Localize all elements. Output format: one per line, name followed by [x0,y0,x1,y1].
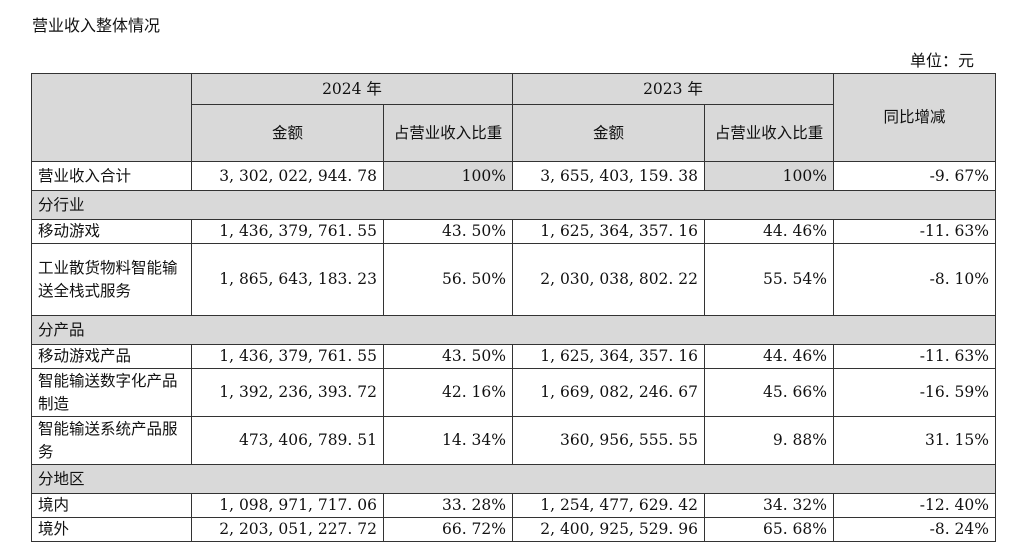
revenue-table: 2024 年 2023 年 同比增减 金额 占营业收入比重 金额 占营业收入比重… [31,73,996,542]
amount-2024: 1, 392, 236, 393. 72 [191,368,384,417]
table-row: 工业散货物料智能输送全栈式服务 1, 865, 643, 183. 23 56.… [31,243,996,316]
section-title-industry: 分行业 [31,190,996,220]
yoy-change: -16. 59% [833,368,996,417]
table-row: 移动游戏 1, 436, 379, 761. 55 43. 50% 1, 625… [31,219,996,244]
unit-label: 单位：元 [909,51,974,70]
total-amount-2023: 3, 655, 403, 159. 38 [512,161,705,191]
header-amount-2023: 金额 [512,104,705,162]
share-2024: 43. 50% [383,344,513,369]
amount-2023: 2, 400, 925, 529. 96 [512,517,705,542]
yoy-change: 31. 15% [833,416,996,465]
share-2023: 9. 88% [704,416,834,465]
row-label: 移动游戏产品 [31,344,192,369]
row-label: 智能输送系统产品服务 [31,416,192,465]
row-label: 移动游戏 [31,219,192,244]
section-title-region: 分地区 [31,464,996,494]
total-amount-2024: 3, 302, 022, 944. 78 [191,161,384,191]
yoy-change: -11. 63% [833,219,996,244]
amount-2023: 1, 625, 364, 357. 16 [512,344,705,369]
header-amount-2024: 金额 [191,104,384,162]
total-share-2024: 100% [383,161,513,191]
total-share-2023: 100% [704,161,834,191]
amount-2023: 1, 254, 477, 629. 42 [512,493,705,518]
amount-2023: 1, 625, 364, 357. 16 [512,219,705,244]
share-2024: 42. 16% [383,368,513,417]
share-2024: 56. 50% [383,243,513,316]
amount-2024: 1, 436, 379, 761. 55 [191,219,384,244]
table-row: 智能输送系统产品服务 473, 406, 789. 51 14. 34% 360… [31,416,996,465]
total-label: 营业收入合计 [31,161,192,191]
header-blank-cell [31,73,192,162]
table-row: 境外 2, 203, 051, 227. 72 66. 72% 2, 400, … [31,517,996,542]
share-2023: 65. 68% [704,517,834,542]
section-header-row: 分行业 [31,190,996,220]
yoy-change: -8. 10% [833,243,996,316]
header-share-2024: 占营业收入比重 [383,104,513,162]
yoy-change: -11. 63% [833,344,996,369]
header-share-2023: 占营业收入比重 [704,104,834,162]
table-row: 移动游戏产品 1, 436, 379, 761. 55 43. 50% 1, 6… [31,344,996,369]
share-2023: 44. 46% [704,344,834,369]
share-2024: 66. 72% [383,517,513,542]
amount-2024: 1, 865, 643, 183. 23 [191,243,384,316]
section-header-row: 分地区 [31,464,996,494]
section-header-row: 分产品 [31,315,996,345]
amount-2023: 360, 956, 555. 55 [512,416,705,465]
amount-2024: 1, 436, 379, 761. 55 [191,344,384,369]
share-2023: 44. 46% [704,219,834,244]
table-row: 境内 1, 098, 971, 717. 06 33. 28% 1, 254, … [31,493,996,518]
header-yoy: 同比增减 [833,73,996,162]
yoy-change: -8. 24% [833,517,996,542]
row-label: 智能输送数字化产品制造 [31,368,192,417]
section-title-product: 分产品 [31,315,996,345]
share-2023: 45. 66% [704,368,834,417]
row-label: 境外 [31,517,192,542]
row-label: 工业散货物料智能输送全栈式服务 [31,243,192,316]
header-year-2024: 2024 年 [191,73,513,105]
share-2024: 43. 50% [383,219,513,244]
share-2023: 34. 32% [704,493,834,518]
total-yoy: -9. 67% [833,161,996,191]
amount-2024: 1, 098, 971, 717. 06 [191,493,384,518]
share-2024: 33. 28% [383,493,513,518]
amount-2024: 2, 203, 051, 227. 72 [191,517,384,542]
header-year-2023: 2023 年 [512,73,834,105]
amount-2023: 1, 669, 082, 246. 67 [512,368,705,417]
amount-2023: 2, 030, 038, 802. 22 [512,243,705,316]
row-label: 境内 [31,493,192,518]
total-row: 营业收入合计 3, 302, 022, 944. 78 100% 3, 655,… [31,161,996,191]
section-title: 营业收入整体情况 [32,16,161,35]
amount-2024: 473, 406, 789. 51 [191,416,384,465]
yoy-change: -12. 40% [833,493,996,518]
share-2023: 55. 54% [704,243,834,316]
table-row: 智能输送数字化产品制造 1, 392, 236, 393. 72 42. 16%… [31,368,996,417]
share-2024: 14. 34% [383,416,513,465]
